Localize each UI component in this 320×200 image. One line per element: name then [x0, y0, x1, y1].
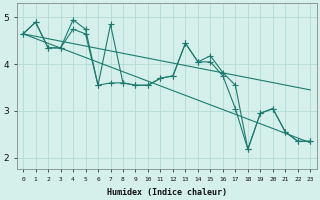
- X-axis label: Humidex (Indice chaleur): Humidex (Indice chaleur): [107, 188, 227, 197]
